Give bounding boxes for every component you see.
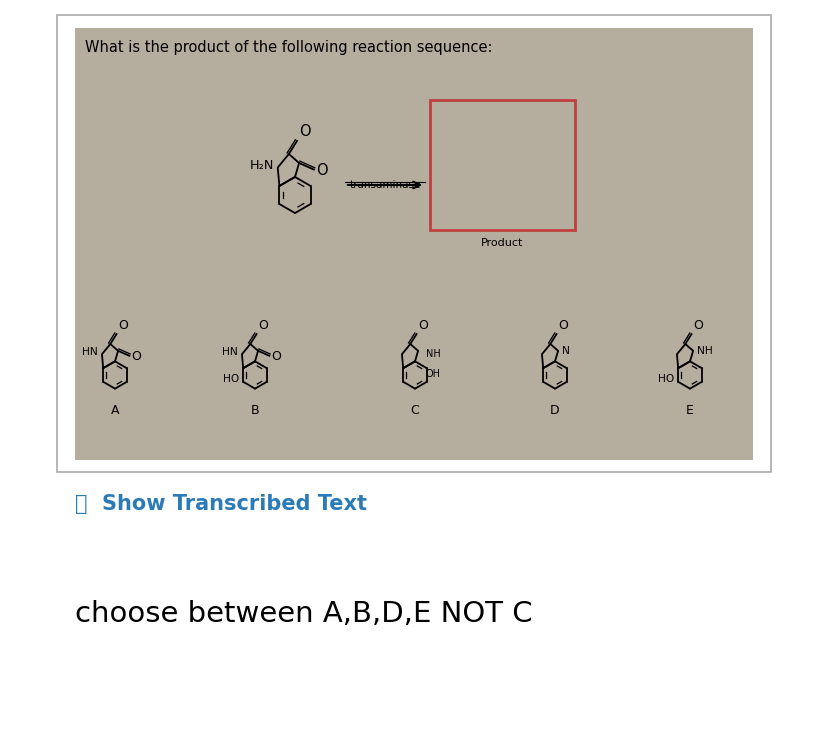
Text: O: O	[299, 124, 310, 139]
Text: A: A	[111, 404, 119, 417]
Bar	[57, 15, 770, 472]
Text: HO: HO	[222, 374, 239, 384]
Text: ⓘ  Show Transcribed Text: ⓘ Show Transcribed Text	[75, 494, 366, 514]
Text: E: E	[686, 404, 693, 417]
Text: O: O	[131, 350, 141, 363]
Text: O: O	[271, 350, 281, 363]
Text: HN: HN	[82, 347, 98, 357]
Text: O: O	[315, 163, 327, 178]
Text: O: O	[258, 319, 268, 332]
Text: H₂N: H₂N	[249, 159, 274, 172]
Text: HN: HN	[222, 347, 237, 357]
Text: D: D	[549, 404, 559, 417]
Text: NH: NH	[425, 349, 440, 360]
Text: transaminase: transaminase	[349, 180, 420, 190]
Text: O: O	[693, 319, 703, 332]
Text: O: O	[418, 319, 428, 332]
Bar	[429, 100, 574, 230]
Text: OH: OH	[425, 369, 440, 379]
Text: NH: NH	[696, 346, 712, 356]
Text: Product: Product	[480, 238, 523, 248]
Text: choose between A,B,D,E NOT C: choose between A,B,D,E NOT C	[75, 600, 532, 628]
Text: O: O	[118, 319, 128, 332]
Text: C: C	[410, 404, 418, 417]
Text: What is the product of the following reaction sequence:: What is the product of the following rea…	[85, 40, 492, 55]
Text: HO: HO	[657, 374, 673, 384]
Bar	[75, 28, 752, 460]
Text: O: O	[558, 319, 567, 332]
Text: N: N	[562, 346, 569, 356]
Text: B: B	[251, 404, 259, 417]
